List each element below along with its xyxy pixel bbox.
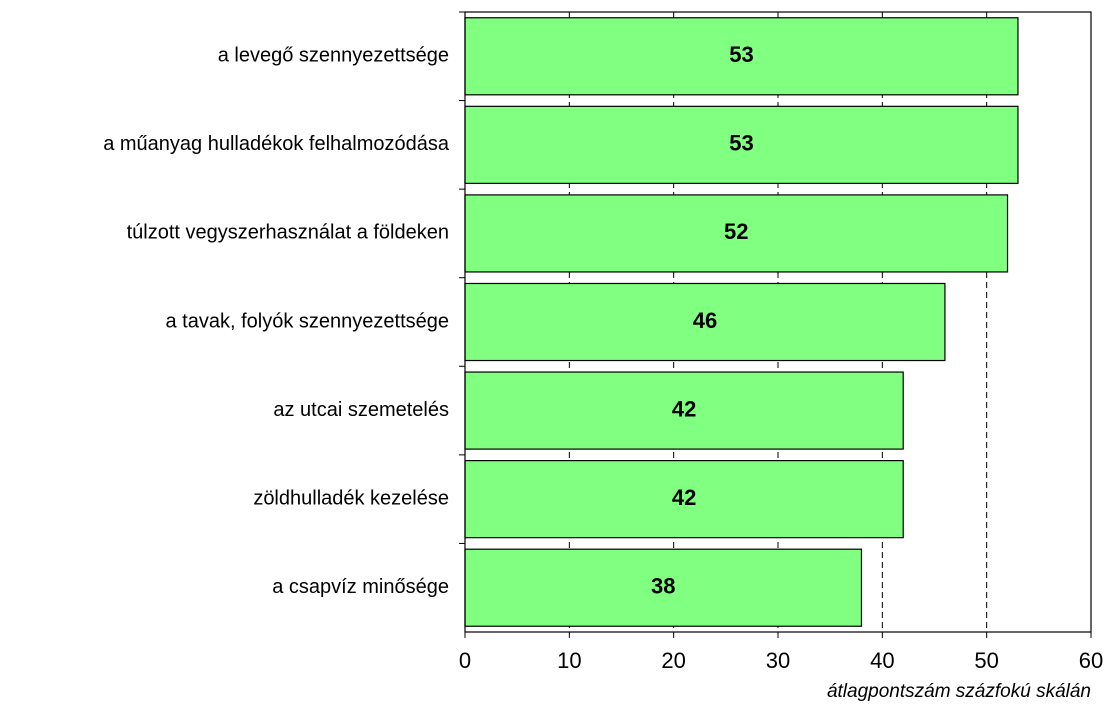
x-tick-label: 10: [557, 648, 581, 673]
y-tick-label: az utcai szemetelés: [273, 399, 449, 421]
value-label: 53: [729, 42, 753, 67]
bar: [464, 282, 946, 362]
bar: [464, 17, 1019, 96]
x-tick-label: 40: [870, 648, 894, 673]
plot-frame: [464, 11, 1092, 633]
value-label: 46: [693, 308, 717, 333]
value-label: 38: [651, 574, 675, 599]
value-label: 52: [724, 219, 748, 244]
y-tick-label: túlzott vegyszerhasználat a földeken: [127, 222, 449, 244]
x-tick-label: 50: [974, 648, 998, 673]
x-tick-label: 20: [661, 648, 685, 673]
bar: [464, 105, 1019, 184]
y-tick-label: zöldhulladék kezelése: [253, 487, 449, 509]
x-tick-label: 30: [766, 648, 790, 673]
value-label: 53: [729, 131, 753, 156]
bar: [464, 460, 904, 539]
bar: [464, 194, 1009, 273]
x-tick-label: 60: [1079, 648, 1103, 673]
x-axis-label: átlagpontszám százfokú skálán: [827, 681, 1091, 702]
value-label: 42: [672, 485, 696, 510]
y-tick-label: a csapvíz minősége: [272, 576, 449, 598]
y-tick-label: a tavak, folyók szennyezettsége: [166, 310, 450, 332]
value-label: 42: [672, 396, 696, 421]
y-tick-label: a műanyag hulladékok felhalmozódása: [103, 133, 450, 155]
bar: [464, 371, 904, 450]
x-tick-label: 0: [459, 648, 471, 673]
y-tick-label: a levegő szennyezettsége: [218, 45, 449, 67]
